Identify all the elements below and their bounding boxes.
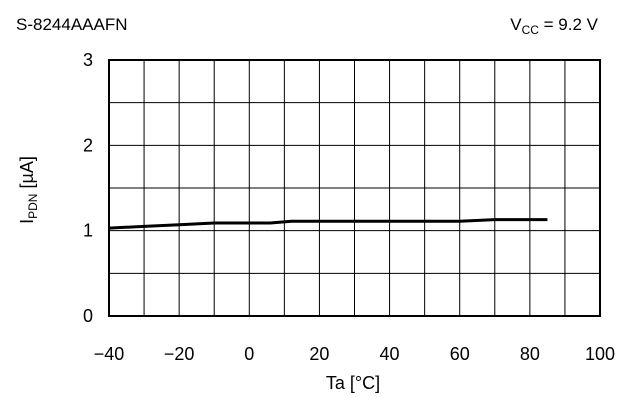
x-tick-label: 20 [309,344,329,364]
series-line [108,218,548,230]
y-tick-label: 2 [83,135,93,155]
vcc-subscript: CC [522,23,540,37]
x-axis-label: Ta [°C] [326,373,380,393]
series-layer [108,218,548,230]
x-tick-label: −40 [94,344,125,364]
x-tick-label: 40 [380,344,400,364]
chart-header-right: VCC = 9.2 V [510,15,598,37]
chart-header-left: S-8244AAAFN [16,15,128,34]
x-tick-label: −20 [164,344,195,364]
y-tick-labels: 0 1 2 3 [83,50,93,326]
x-tick-label: 80 [520,344,540,364]
vcc-symbol: V [510,15,522,34]
plot-grid [109,60,600,316]
y-tick-label: 3 [83,50,93,70]
x-tick-labels: −40 −20 0 20 40 60 80 100 [94,344,615,364]
vcc-value: = 9.2 V [539,15,599,34]
y-tick-label: 1 [83,221,93,241]
x-tick-label: 100 [585,344,615,364]
y-axis-label: IPDN [µA] [17,156,40,224]
x-tick-label: 0 [244,344,254,364]
ipdn-subscript: PDN [26,194,40,219]
plot-frame [108,59,601,317]
ipdn-symbol: I [17,219,37,224]
y-tick-label: 0 [83,306,93,326]
x-tick-label: 60 [450,344,470,364]
ipdn-unit: [µA] [17,156,37,193]
